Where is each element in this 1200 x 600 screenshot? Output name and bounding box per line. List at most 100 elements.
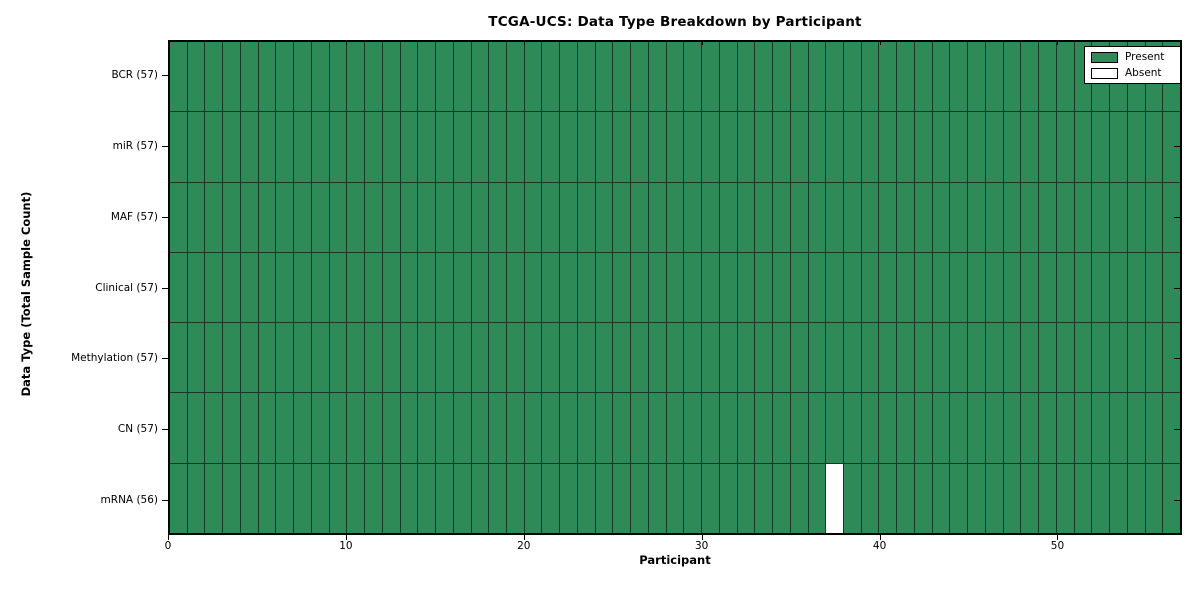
cell-miR-13 — [400, 112, 418, 182]
cell-Clinical-39 — [861, 252, 879, 323]
cell-mRNA-6 — [276, 463, 294, 533]
cell-Methylation-8 — [311, 323, 329, 393]
y-tick-right-MAF — [1174, 216, 1180, 218]
cell-miR-38 — [843, 112, 861, 182]
cell-MAF-32 — [737, 182, 755, 252]
cell-CN-36 — [808, 393, 826, 463]
cell-CN-47 — [1003, 393, 1021, 463]
cell-Methylation-31 — [719, 323, 737, 393]
cell-mRNA-11 — [365, 463, 382, 533]
cell-MAF-39 — [861, 182, 879, 252]
cell-CN-30 — [702, 393, 719, 463]
cell-MAF-31 — [719, 182, 737, 252]
cell-MAF-49 — [1039, 182, 1056, 252]
cell-Methylation-9 — [329, 323, 347, 393]
cell-Clinical-44 — [950, 252, 968, 323]
cell-BCR-34 — [773, 42, 790, 112]
cell-BCR-45 — [968, 42, 985, 112]
x-tick-label-50: 50 — [1050, 540, 1065, 552]
cell-BCR-18 — [489, 42, 506, 112]
y-tick-left-Methylation — [162, 358, 168, 360]
cell-Methylation-49 — [1039, 323, 1056, 393]
cell-MAF-4 — [240, 182, 258, 252]
cell-Clinical-11 — [365, 252, 382, 323]
cell-BCR-23 — [577, 42, 595, 112]
cell-MAF-11 — [365, 182, 382, 252]
cell-CN-56 — [1163, 393, 1180, 463]
cell-Methylation-21 — [542, 323, 560, 393]
cell-MAF-13 — [400, 182, 418, 252]
y-tick-right-CN — [1174, 428, 1180, 430]
cell-miR-45 — [968, 112, 985, 182]
cell-mRNA-52 — [1092, 463, 1110, 533]
cell-mRNA-55 — [1145, 463, 1163, 533]
cell-mRNA-32 — [737, 463, 755, 533]
cell-miR-7 — [294, 112, 311, 182]
cell-mRNA-5 — [258, 463, 276, 533]
y-tick-label-BCR: BCR (57) — [111, 69, 158, 82]
cell-mRNA-1 — [187, 463, 205, 533]
cell-Clinical-29 — [684, 252, 702, 323]
cell-miR-39 — [861, 112, 879, 182]
y-tick-label-MAF: MAF (57) — [110, 210, 158, 223]
cell-Methylation-7 — [294, 323, 311, 393]
cell-Methylation-51 — [1074, 323, 1092, 393]
absent-cell-mRNA-37 — [826, 463, 843, 533]
cell-BCR-29 — [684, 42, 702, 112]
cell-Methylation-46 — [985, 323, 1003, 393]
y-tick-left-CN — [162, 428, 168, 430]
cell-MAF-36 — [808, 182, 826, 252]
cell-mRNA-51 — [1074, 463, 1092, 533]
cell-miR-14 — [418, 112, 436, 182]
cell-Methylation-17 — [471, 323, 489, 393]
cell-Methylation-20 — [524, 323, 542, 393]
cell-BCR-1 — [187, 42, 205, 112]
cell-mRNA-47 — [1003, 463, 1021, 533]
cell-Methylation-35 — [790, 323, 808, 393]
cell-MAF-41 — [897, 182, 914, 252]
cell-miR-32 — [737, 112, 755, 182]
cell-Clinical-40 — [879, 252, 897, 323]
cell-MAF-19 — [506, 182, 524, 252]
x-tick-bottom-0 — [168, 535, 169, 540]
cell-BCR-14 — [418, 42, 436, 112]
cell-miR-29 — [684, 112, 702, 182]
cell-MAF-2 — [205, 182, 223, 252]
cell-MAF-46 — [985, 182, 1003, 252]
cell-mRNA-35 — [790, 463, 808, 533]
cell-CN-34 — [773, 393, 790, 463]
cell-miR-47 — [1003, 112, 1021, 182]
cell-Clinical-14 — [418, 252, 436, 323]
cell-BCR-5 — [258, 42, 276, 112]
cell-BCR-42 — [914, 42, 932, 112]
cell-miR-34 — [773, 112, 790, 182]
cell-mRNA-20 — [524, 463, 542, 533]
cell-MAF-47 — [1003, 182, 1021, 252]
cell-miR-26 — [631, 112, 648, 182]
cell-MAF-43 — [932, 182, 950, 252]
cell-mRNA-17 — [471, 463, 489, 533]
cell-MAF-16 — [453, 182, 471, 252]
cell-miR-25 — [613, 112, 631, 182]
cell-MAF-5 — [258, 182, 276, 252]
cell-mRNA-29 — [684, 463, 702, 533]
cell-Clinical-54 — [1127, 252, 1145, 323]
cell-CN-35 — [790, 393, 808, 463]
cell-Clinical-25 — [613, 252, 631, 323]
cell-Clinical-24 — [595, 252, 613, 323]
cell-MAF-54 — [1127, 182, 1145, 252]
cell-MAF-0 — [170, 182, 187, 252]
cell-miR-4 — [240, 112, 258, 182]
cell-mRNA-50 — [1056, 463, 1074, 533]
cell-BCR-11 — [365, 42, 382, 112]
cell-miR-28 — [666, 112, 684, 182]
cell-BCR-32 — [737, 42, 755, 112]
cell-Methylation-34 — [773, 323, 790, 393]
x-tick-bottom-10 — [345, 535, 347, 540]
cell-BCR-43 — [932, 42, 950, 112]
cell-Clinical-23 — [577, 252, 595, 323]
cell-BCR-10 — [347, 42, 365, 112]
cell-Clinical-41 — [897, 252, 914, 323]
cell-CN-28 — [666, 393, 684, 463]
cell-MAF-8 — [311, 182, 329, 252]
